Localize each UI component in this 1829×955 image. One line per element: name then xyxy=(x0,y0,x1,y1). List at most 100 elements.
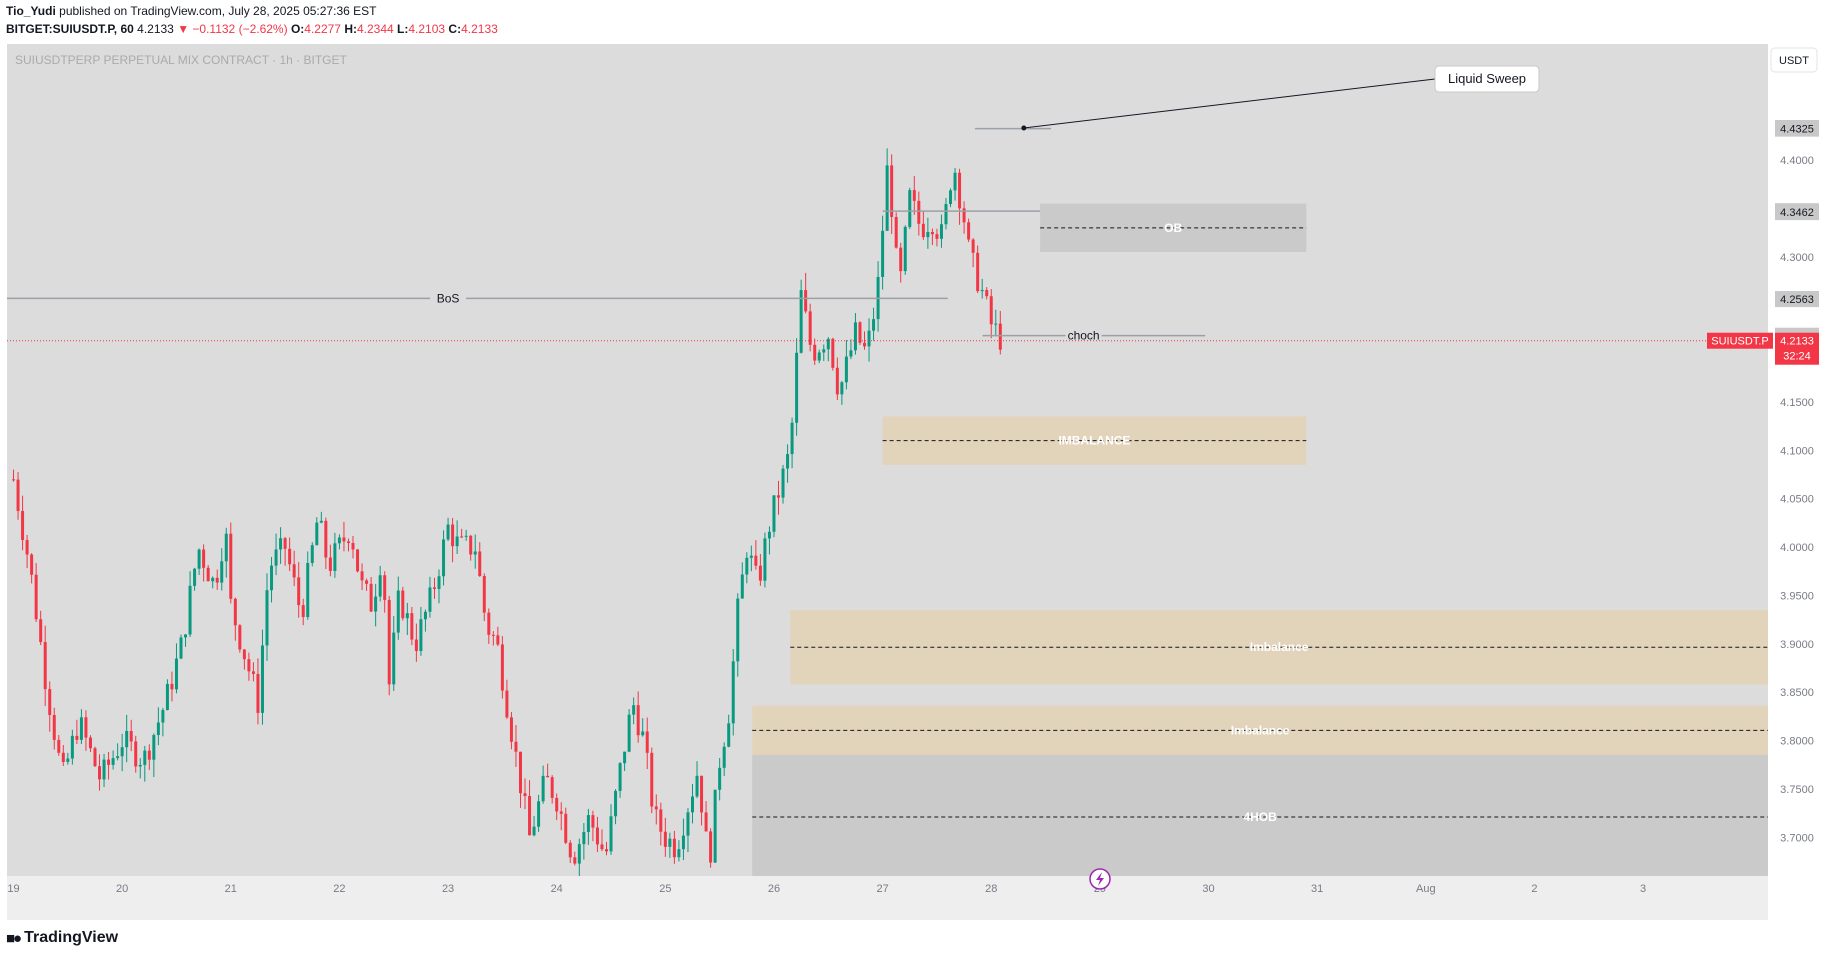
candle-body xyxy=(736,598,740,662)
candle-body xyxy=(962,208,966,223)
candle-body xyxy=(365,580,369,584)
price-change: ▼ −0.1132 (−2.62%) xyxy=(177,22,288,36)
candle-body xyxy=(342,537,346,542)
candle-body xyxy=(867,330,871,347)
candle-body xyxy=(324,520,328,558)
zone-label: IMBALANCE xyxy=(1058,434,1130,448)
candle-body xyxy=(958,172,962,209)
close-value: 4.2133 xyxy=(461,22,498,36)
x-tick-label: 2 xyxy=(1531,883,1537,895)
candle-body xyxy=(555,797,559,812)
candle-body xyxy=(686,812,690,836)
y-tick-label: 3.8000 xyxy=(1780,736,1814,748)
candle-body xyxy=(256,673,260,713)
tv-logo-icon: ■● xyxy=(6,929,22,947)
candle-body xyxy=(564,813,568,843)
candle-body xyxy=(763,538,767,581)
candle-body xyxy=(496,635,500,645)
candle-body xyxy=(894,216,898,248)
price-chart[interactable]: SUIUSDTPERP PERPETUAL MIX CONTRACT · 1h … xyxy=(7,44,1821,920)
candle-body xyxy=(455,536,459,547)
candle-body xyxy=(215,577,219,583)
close-label: C: xyxy=(448,22,462,36)
candle-body xyxy=(265,590,269,646)
level-label-bos: BoS xyxy=(437,291,460,305)
candle-body xyxy=(844,356,848,383)
candle-body xyxy=(401,590,405,619)
y-tick-label: 4.4000 xyxy=(1780,155,1814,167)
currency-button[interactable]: USDT xyxy=(1770,47,1818,73)
candle-body xyxy=(650,752,654,807)
candle-body xyxy=(70,735,74,759)
candle-body xyxy=(220,561,224,583)
candle-body xyxy=(840,382,844,395)
x-tick-label: 19 xyxy=(7,883,19,895)
open-label: O: xyxy=(290,22,305,36)
callout-box[interactable] xyxy=(1434,65,1540,93)
candle-body xyxy=(310,545,314,563)
candle-body xyxy=(930,231,934,235)
x-tick-label: 25 xyxy=(659,883,671,895)
candle-body xyxy=(831,338,835,368)
candle-body xyxy=(790,422,794,455)
candle-body xyxy=(582,832,586,845)
candle-body xyxy=(586,815,590,833)
candle-body xyxy=(111,758,115,765)
candle-body xyxy=(528,796,532,836)
candle-body xyxy=(356,549,360,572)
candle-body xyxy=(781,468,785,498)
zone-label: 4HOB xyxy=(1243,810,1277,824)
candle-body xyxy=(125,730,129,748)
candle-body xyxy=(808,311,812,345)
candle-body xyxy=(301,605,305,618)
candle-body xyxy=(799,290,803,353)
y-tick-label: 4.0000 xyxy=(1780,542,1814,554)
candle-body xyxy=(641,731,645,736)
candle-body xyxy=(573,857,577,864)
candle-body xyxy=(500,644,504,691)
candle-body xyxy=(890,165,894,217)
candle-body xyxy=(84,717,88,738)
candle-body xyxy=(39,619,43,643)
candle-body xyxy=(754,555,758,566)
y-tick-label: 3.9000 xyxy=(1780,639,1814,651)
candle-body xyxy=(487,612,491,635)
candle-body xyxy=(229,533,233,599)
candle-body xyxy=(170,683,174,690)
candle-body xyxy=(238,625,242,650)
candle-body xyxy=(405,613,409,619)
candle-body xyxy=(863,342,867,347)
lightning-icon[interactable] xyxy=(1089,868,1111,890)
candle-body xyxy=(537,801,541,827)
y-tick-label: 3.9500 xyxy=(1780,590,1814,602)
candle-body xyxy=(120,747,124,757)
candle-body xyxy=(795,352,799,423)
x-axis-bg xyxy=(7,876,1768,920)
price-label-box xyxy=(1775,120,1819,137)
low-value: 4.2103 xyxy=(408,22,446,36)
callout-line xyxy=(1023,78,1436,129)
symbol-label[interactable]: BITGET:SUIUSDT.P, 60 xyxy=(6,22,134,36)
candle-body xyxy=(206,567,210,582)
candle-body xyxy=(283,538,287,549)
candle-body xyxy=(79,717,83,740)
chart-area[interactable]: SUIUSDTPERP PERPETUAL MIX CONTRACT · 1h … xyxy=(7,44,1821,920)
candle-body xyxy=(279,538,283,550)
author-name[interactable]: Tio_Yudi xyxy=(6,4,56,18)
candle-body xyxy=(772,495,776,532)
candle-body xyxy=(541,775,545,802)
candle-body xyxy=(346,541,350,543)
candle-body xyxy=(491,634,495,636)
candle-body xyxy=(410,613,414,640)
candle-body xyxy=(518,751,522,794)
candle-body xyxy=(414,639,418,652)
candle-body xyxy=(777,495,781,498)
x-tick-label: 23 xyxy=(442,883,454,895)
high-value: 4.2344 xyxy=(357,22,394,36)
candle-body xyxy=(93,748,97,767)
candle-body xyxy=(43,642,47,690)
candle-body xyxy=(473,551,477,555)
y-tick-label: 3.8500 xyxy=(1780,687,1814,699)
tradingview-logo[interactable]: ■● TradingView xyxy=(6,929,118,947)
candle-body xyxy=(88,737,92,749)
